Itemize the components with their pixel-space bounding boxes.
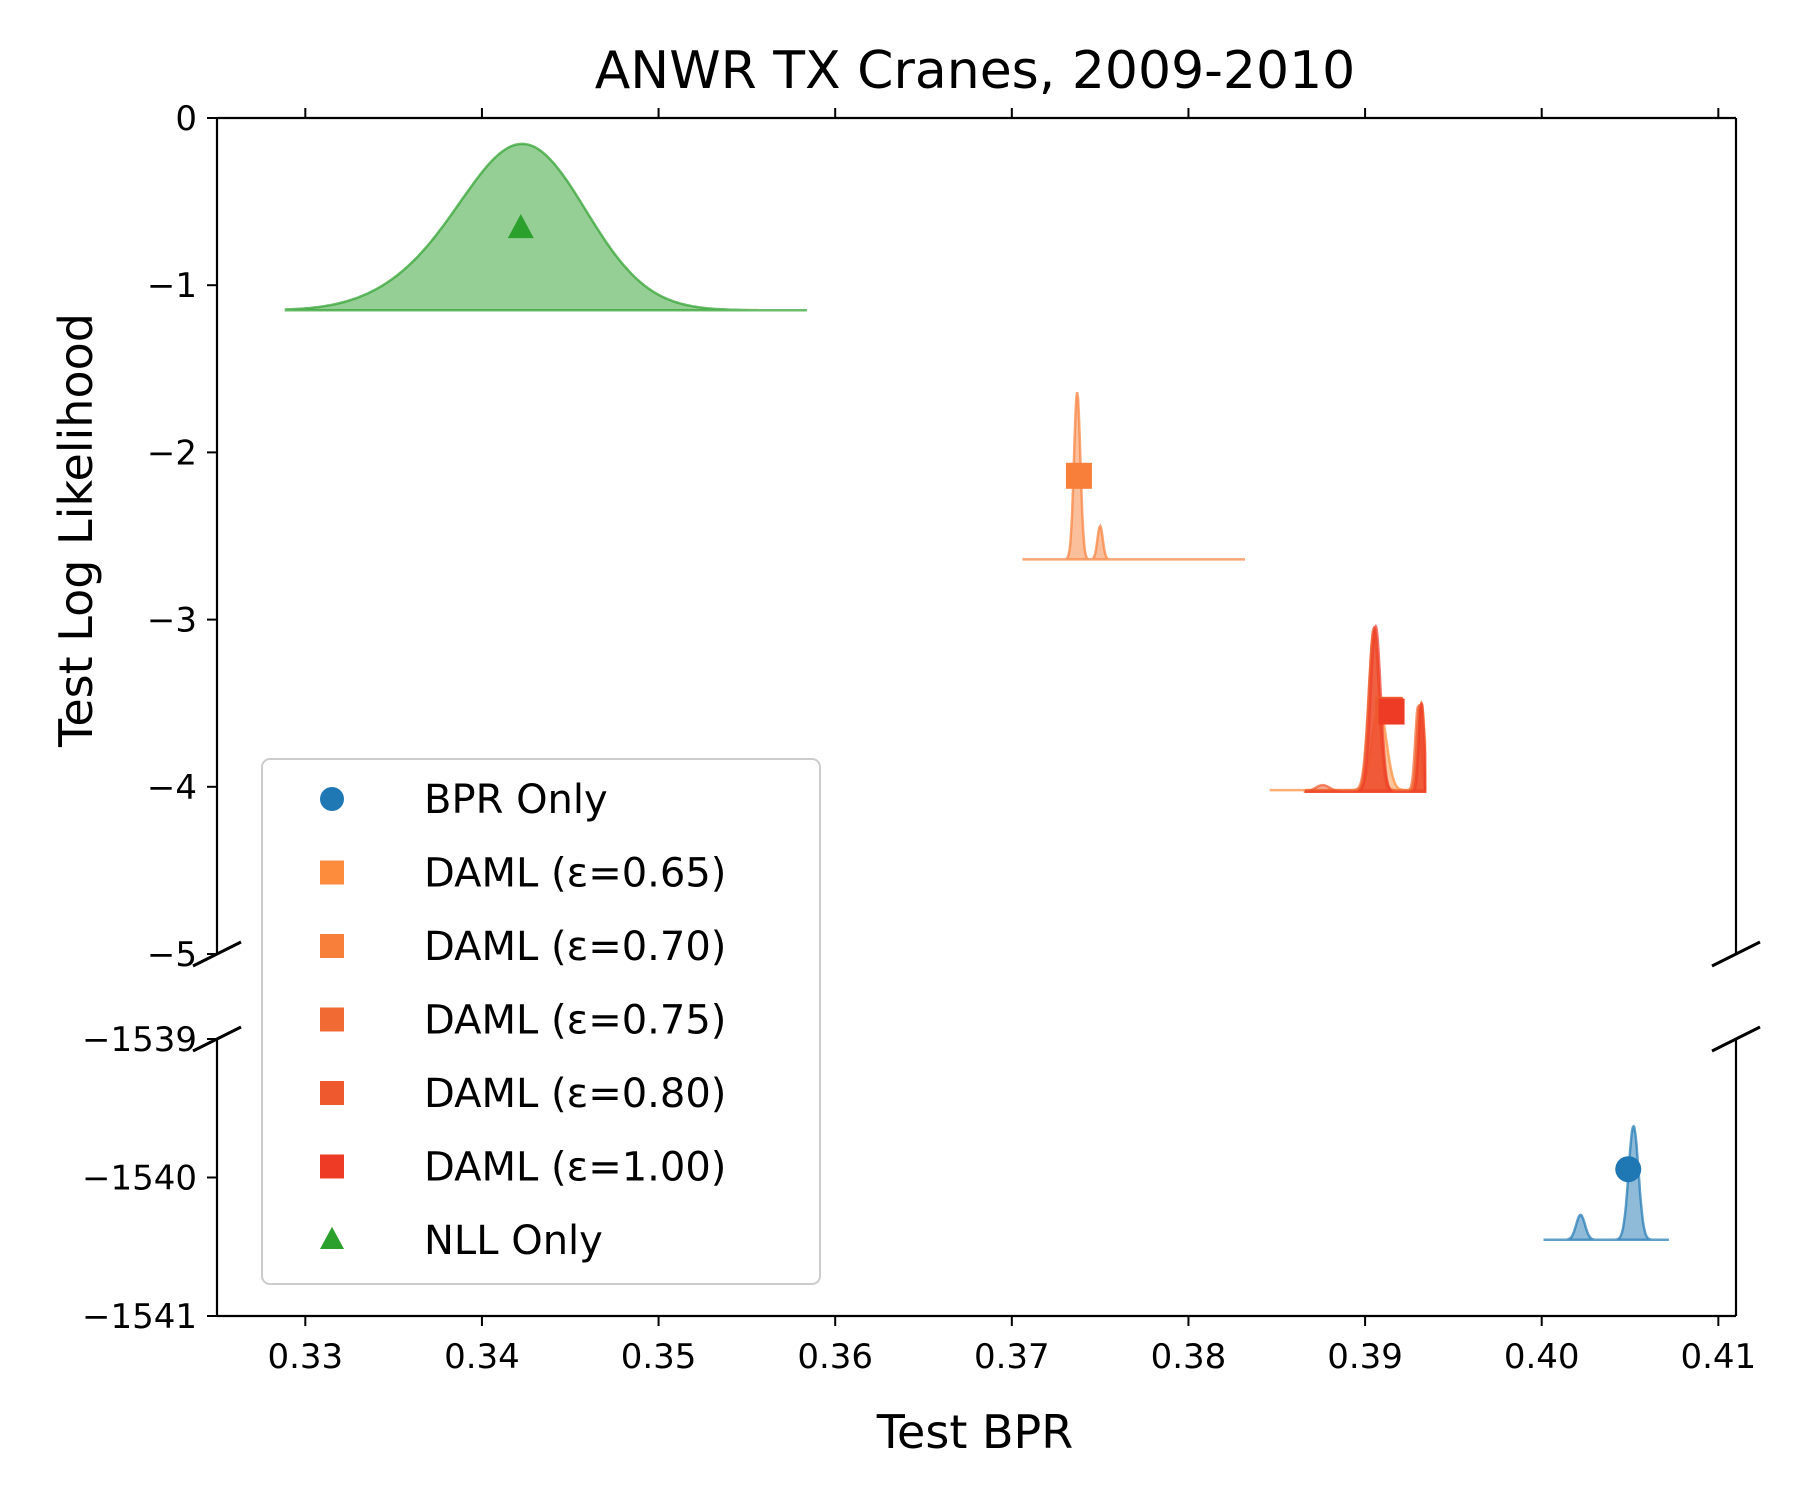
y-tick-label: −4 <box>147 768 197 808</box>
legend-label: NLL Only <box>424 1218 603 1264</box>
legend-label: DAML (ε=1.00) <box>424 1145 726 1191</box>
axis-break-mark <box>1711 940 1761 968</box>
marker-layer <box>507 214 1642 1183</box>
x-tick-label: 0.41 <box>1680 1337 1756 1377</box>
y-tick-label: −1540 <box>82 1159 197 1199</box>
legend-marker <box>320 860 344 885</box>
y-tick-label: −1541 <box>82 1297 197 1337</box>
legend-marker <box>320 1226 344 1249</box>
x-tick-label: 0.39 <box>1327 1337 1403 1377</box>
axes-layer: 0.33 0.34 0.35 0.36 0.37 0.38 0.39 0.40 0.41 0 −1 −… <box>82 99 1761 1377</box>
density-ridge <box>1305 624 1427 794</box>
x-tick-label: 0.37 <box>974 1337 1050 1377</box>
data-point <box>1615 1156 1642 1183</box>
density-ridge <box>1543 1124 1669 1242</box>
legend-label: DAML (ε=0.75) <box>424 998 726 1044</box>
density-layer <box>284 142 1669 1242</box>
y-tick-label: −1 <box>147 266 197 306</box>
chart-title: ANWR TX Cranes, 2009-2010 <box>595 41 1356 101</box>
legend-label: DAML (ε=0.80) <box>424 1071 726 1117</box>
legend-marker <box>320 934 344 958</box>
x-tick-label: 0.33 <box>267 1337 343 1377</box>
x-tick-label: 0.36 <box>797 1337 873 1377</box>
density-ridge <box>284 142 807 312</box>
data-point <box>1378 698 1405 725</box>
data-point <box>507 214 534 239</box>
legend-frame <box>261 758 821 1285</box>
x-tick-label: 0.38 <box>1151 1337 1227 1377</box>
x-tick-label: 0.35 <box>621 1337 697 1377</box>
legend-marker <box>320 787 344 811</box>
legend-marker <box>320 1154 344 1179</box>
y-axis-label: Test Log Likelihood <box>49 313 103 748</box>
y-tick-label: −5 <box>147 935 197 975</box>
y-tick-label: −3 <box>147 601 197 641</box>
legend-marker <box>320 1081 344 1105</box>
density-ridge <box>1022 392 1245 561</box>
x-tick-label: 0.34 <box>444 1337 520 1377</box>
legend-marker <box>320 1007 344 1032</box>
legend-label: BPR Only <box>424 777 608 823</box>
legend-label: DAML (ε=0.65) <box>424 851 726 897</box>
axis-break-mark <box>1711 1025 1761 1053</box>
y-tick-label: −1539 <box>82 1020 197 1060</box>
x-axis-label: Test BPR <box>876 1405 1073 1459</box>
data-point <box>1065 462 1092 489</box>
x-tick-label: 0.40 <box>1504 1337 1580 1377</box>
y-tick-label: 0 <box>175 99 197 139</box>
y-tick-label: −2 <box>147 433 197 473</box>
legend: BPR Only DAML (ε=0.65) DAML (ε=0.70) DAML (… <box>261 758 821 1285</box>
legend-label: DAML (ε=0.70) <box>424 924 726 970</box>
